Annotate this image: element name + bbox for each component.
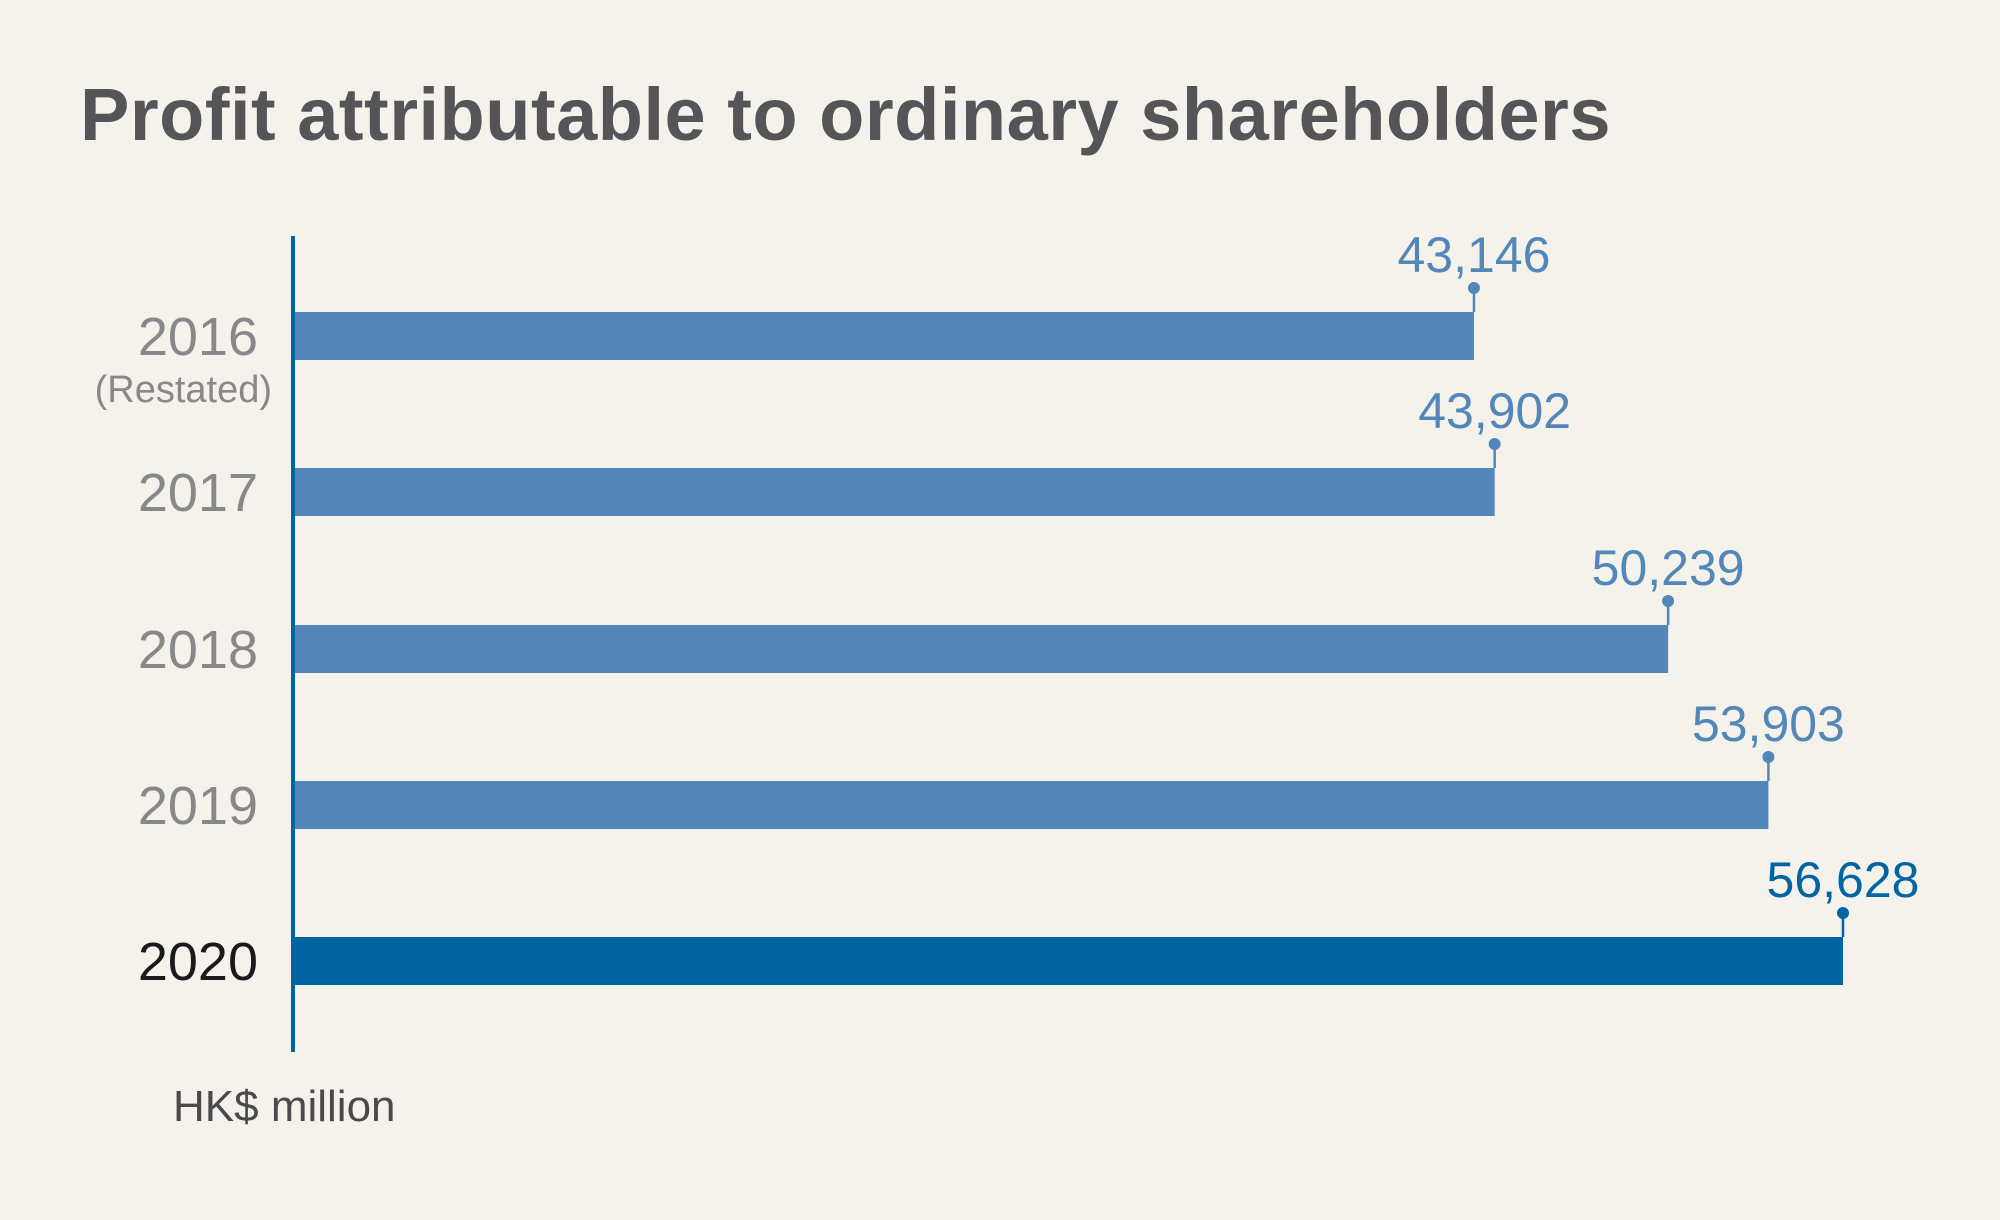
bar-2016	[293, 312, 1474, 360]
value-marker-dot	[1762, 751, 1775, 763]
bar-2020	[293, 937, 1843, 985]
bars-layer	[293, 312, 1843, 985]
value-label: 43,146	[1398, 227, 1551, 283]
markers-layer	[1467, 282, 1849, 937]
value-label: 43,902	[1418, 383, 1571, 439]
value-marker-dot	[1662, 595, 1675, 607]
category-note: (Restated)	[95, 369, 272, 411]
value-marker-dot	[1837, 907, 1849, 919]
chart-title: Profit attributable to ordinary sharehol…	[80, 73, 1612, 156]
value-label: 56,628	[1767, 852, 1920, 908]
bar-2019	[293, 781, 1769, 829]
category-label: 2019	[138, 776, 258, 836]
category-label: 2018	[138, 620, 258, 680]
category-label: 2017	[138, 463, 258, 523]
bar-2017	[293, 468, 1495, 516]
value-marker-dot	[1467, 282, 1480, 294]
category-label: 2020	[138, 932, 258, 992]
value-marker-dot	[1488, 438, 1501, 450]
value-label: 50,239	[1592, 540, 1745, 596]
value-label: 53,903	[1692, 696, 1845, 752]
unit-label: HK$ million	[173, 1082, 396, 1131]
bar-2018	[293, 625, 1669, 673]
category-label: 2016	[138, 307, 258, 367]
labels-layer: 43,146 2016(Restated) 43,902 2017 50,239 2018…	[95, 227, 1920, 992]
